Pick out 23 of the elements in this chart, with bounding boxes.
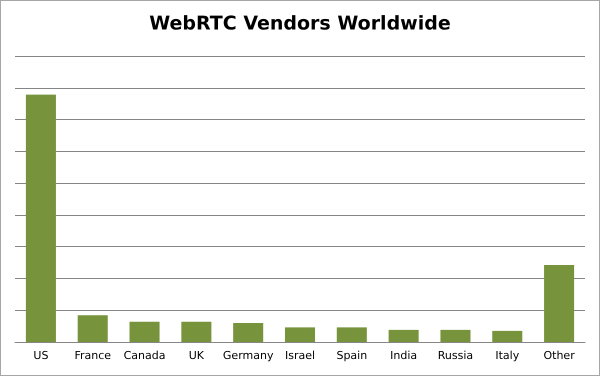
x-tick-label: Italy [495, 349, 520, 362]
x-tick-label: UK [188, 349, 205, 362]
bar [78, 315, 108, 342]
x-tick-label: US [33, 349, 48, 362]
x-tick-label: Spain [336, 349, 368, 362]
bar [26, 94, 56, 342]
bar [233, 322, 264, 342]
x-tick-label: Other [543, 349, 576, 362]
x-tick-label: India [390, 349, 418, 362]
x-tick-label: Canada [124, 349, 166, 362]
x-tick-label: France [74, 349, 112, 362]
bar [130, 322, 160, 342]
bar [284, 327, 316, 342]
bar [388, 330, 419, 342]
x-tick-label: Germany [222, 349, 274, 362]
chart-title: WebRTC Vendors Worldwide [149, 12, 451, 34]
x-tick-label: Russia [438, 349, 474, 362]
bar [440, 330, 470, 342]
bar [336, 327, 367, 342]
bar [544, 265, 574, 342]
x-tick-label: Israel [284, 349, 316, 362]
bar [181, 322, 212, 342]
bar [492, 330, 522, 342]
